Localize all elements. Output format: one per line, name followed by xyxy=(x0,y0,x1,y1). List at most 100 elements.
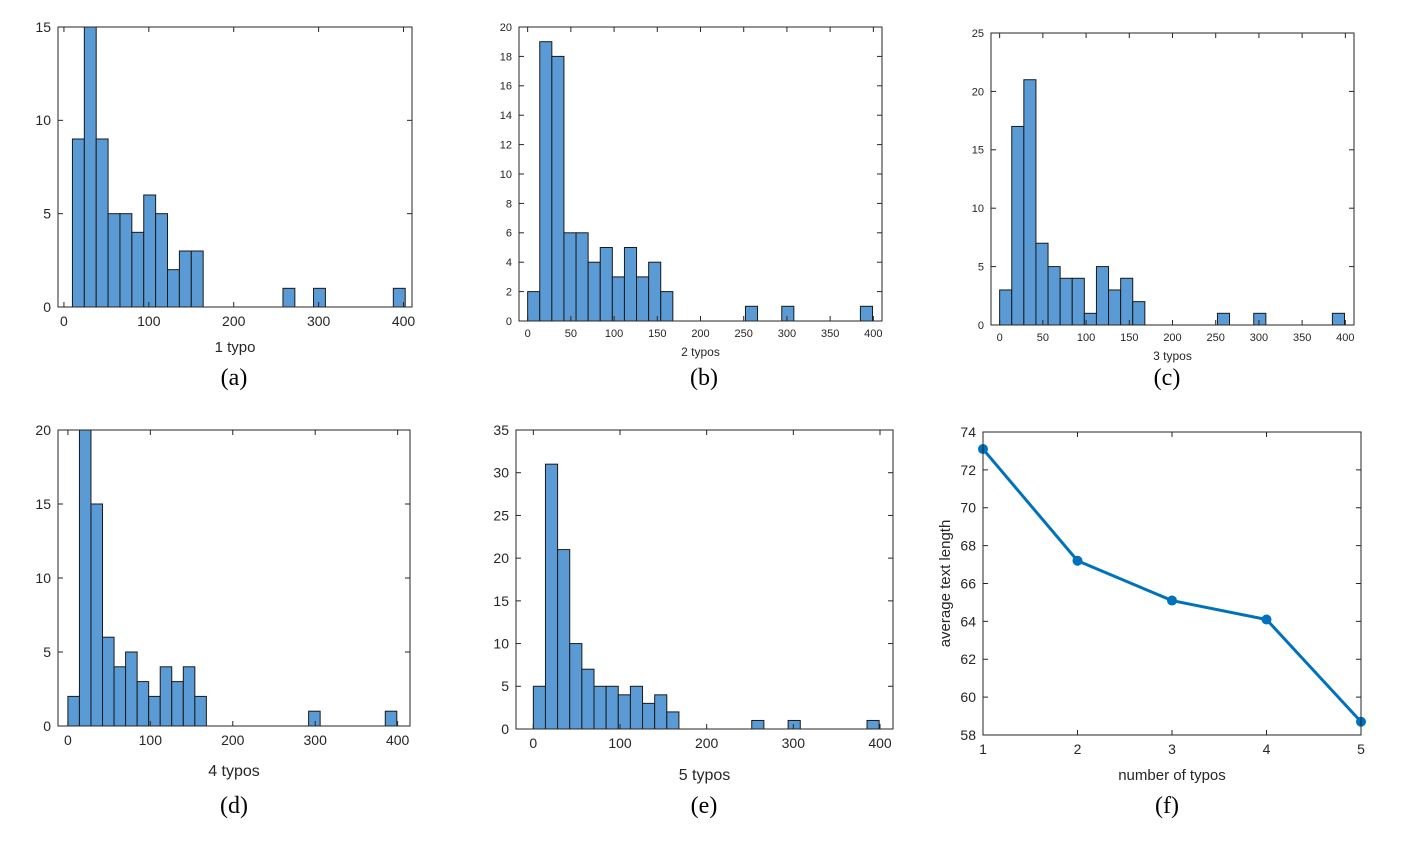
x-tick-label: 400 xyxy=(868,735,892,751)
y-tick-label: 0 xyxy=(43,718,51,734)
histogram-bar xyxy=(83,26,97,308)
y-tick-label: 2 xyxy=(506,286,512,298)
y-tick-label: 0 xyxy=(43,299,51,315)
histogram-bar xyxy=(1253,312,1267,326)
histogram-bar xyxy=(744,305,759,322)
histogram-bar xyxy=(71,138,85,308)
histogram-bar xyxy=(1035,242,1049,326)
x-tick-label: 100 xyxy=(137,313,161,329)
histogram-bar xyxy=(666,711,680,730)
histogram-bar xyxy=(866,719,880,730)
y-tick-label: 20 xyxy=(500,22,512,34)
y-tick-label: 20 xyxy=(972,86,984,98)
histogram-bar xyxy=(182,666,196,727)
histogram-bar xyxy=(557,549,571,730)
histogram-bar xyxy=(125,651,138,727)
histogram-bar xyxy=(629,685,644,730)
x-tick-label: 1 xyxy=(979,741,987,757)
x-tick-label: 350 xyxy=(821,328,839,340)
histogram-bar xyxy=(1132,301,1146,326)
panel-label: (c) xyxy=(1154,365,1181,391)
y-tick-label: 0 xyxy=(506,316,512,328)
data-point xyxy=(1167,595,1177,606)
axes-frame xyxy=(515,429,894,730)
x-tick-label: 150 xyxy=(648,328,666,340)
histogram-bar xyxy=(617,694,631,730)
chart-panel-b: 0 50 100 150 200 250 300 350 400 0 2 4 6 8 10 12 14 16 18 2… xyxy=(500,22,883,391)
histogram-bar xyxy=(527,291,541,322)
y-tick-label: 10 xyxy=(972,203,984,215)
x-axis-label: 1 typo xyxy=(215,339,256,356)
y-tick-label: 64 xyxy=(960,613,976,629)
y-tick-label: 72 xyxy=(960,462,976,478)
axes-frame xyxy=(982,431,1362,736)
y-tick-label: 5 xyxy=(501,678,509,694)
x-tick-label: 300 xyxy=(778,328,796,340)
y-tick-label: 5 xyxy=(43,206,51,222)
x-tick-label: 350 xyxy=(1293,332,1311,344)
x-tick-label: 3 xyxy=(1168,741,1176,757)
x-tick-label: 5 xyxy=(1357,741,1365,757)
y-tick-label: 10 xyxy=(500,169,512,181)
y-tick-label: 14 xyxy=(500,110,512,122)
x-tick-label: 100 xyxy=(605,328,623,340)
panel-label: (d) xyxy=(220,793,248,819)
y-tick-label: 10 xyxy=(493,635,509,651)
x-tick-label: 300 xyxy=(782,735,806,751)
data-point xyxy=(1072,555,1083,566)
y-tick-label: 10 xyxy=(35,570,51,586)
histogram-bar xyxy=(78,429,92,727)
histogram-bar xyxy=(1023,79,1037,326)
histogram-bar xyxy=(599,247,613,322)
y-tick-label: 30 xyxy=(493,465,509,481)
histogram-bar xyxy=(593,685,607,730)
x-axis-label: 5 typos xyxy=(679,767,731,784)
x-axis-label: 4 typos xyxy=(208,763,260,780)
line-series xyxy=(981,448,1363,723)
histogram-bar xyxy=(136,681,150,727)
histogram-bar xyxy=(308,710,321,727)
histogram-bar xyxy=(605,685,619,730)
histogram-bar xyxy=(787,719,801,730)
x-tick-label: 150 xyxy=(1120,332,1138,344)
x-tick-label: 2 xyxy=(1074,741,1082,757)
histogram-bar xyxy=(107,213,121,308)
x-tick-label: 200 xyxy=(691,328,709,340)
x-axis-label: 3 typos xyxy=(1153,349,1192,363)
histogram-bar xyxy=(95,138,109,308)
histogram-bar xyxy=(282,287,296,308)
chart-panel-a: 0 100 200 300 400 0 5 10 15 1 typo (a) xyxy=(35,19,415,391)
y-tick-label: 68 xyxy=(960,538,976,554)
y-tick-label: 16 xyxy=(500,81,512,93)
histogram-bar xyxy=(660,291,674,322)
x-tick-label: 300 xyxy=(1250,332,1268,344)
x-tick-label: 250 xyxy=(735,328,753,340)
histogram-bar xyxy=(113,666,127,727)
x-tick-label: 100 xyxy=(1077,332,1095,344)
y-tick-label: 66 xyxy=(960,575,976,591)
y-tick-label: 74 xyxy=(960,424,976,440)
x-axis-label: number of typos xyxy=(1118,767,1226,784)
histogram-bar xyxy=(119,213,133,308)
histogram-bar xyxy=(999,289,1013,326)
y-tick-label: 20 xyxy=(35,422,51,438)
x-tick-label: 400 xyxy=(1336,332,1354,344)
x-tick-label: 200 xyxy=(222,313,246,329)
histogram-bar xyxy=(1011,125,1025,326)
histogram-bar xyxy=(143,194,157,308)
histogram-bar xyxy=(1216,312,1231,326)
panel-label: (e) xyxy=(691,793,718,819)
histogram-bar xyxy=(544,463,559,730)
y-tick-label: 18 xyxy=(500,51,512,63)
histogram-bar xyxy=(313,287,326,308)
histogram-bar xyxy=(1071,277,1085,326)
histogram-bar xyxy=(623,247,638,322)
y-tick-label: 25 xyxy=(972,28,984,40)
chart-panel-e: 0 100 200 300 400 0 5 10 15 20 25 30 35 5 typos (e) xyxy=(493,422,894,819)
y-tick-label: 70 xyxy=(960,500,976,516)
histogram-bar xyxy=(190,250,204,308)
y-tick-label: 4 xyxy=(506,257,512,269)
histogram-bar xyxy=(102,636,115,727)
histogram-bar xyxy=(1047,266,1061,326)
y-tick-label: 60 xyxy=(960,689,976,705)
